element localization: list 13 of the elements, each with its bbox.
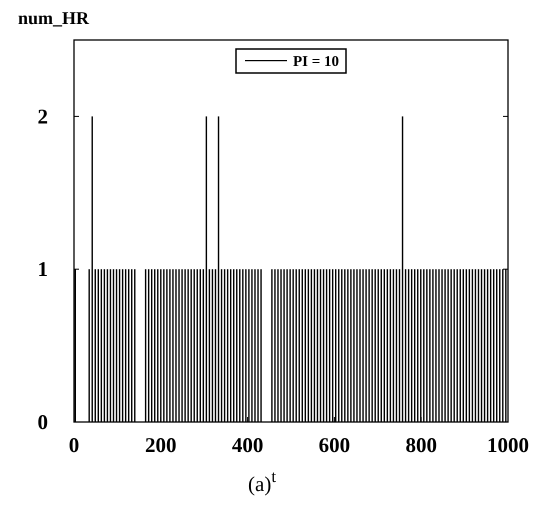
text: (a) xyxy=(248,472,272,496)
legend-label: PI = 10 xyxy=(293,54,340,70)
x-axis-title: t xyxy=(271,466,276,486)
y-tick-label: 1 xyxy=(38,257,48,282)
x-tick-label: 400 xyxy=(232,433,264,457)
y-tick-label: 0 xyxy=(38,410,48,434)
x-tick-label: 0 xyxy=(68,433,80,457)
x-tick-label: 600 xyxy=(318,433,350,457)
x-tick-label: 800 xyxy=(405,433,437,457)
y-axis-title: num_HR xyxy=(18,8,90,28)
x-tick-label: 200 xyxy=(145,433,177,457)
y-tick-label: 2 xyxy=(38,104,48,128)
x-tick-label: 1000 xyxy=(487,433,529,457)
